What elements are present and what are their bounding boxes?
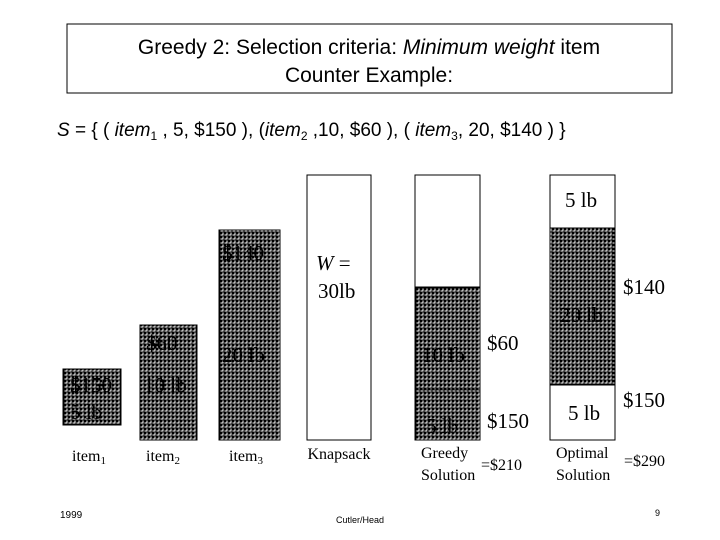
weight: 5 lb — [565, 188, 597, 212]
item-box — [139, 324, 198, 441]
title-box — [66, 23, 673, 94]
item-label: item1 — [72, 448, 106, 467]
solution-label: Solution — [421, 467, 475, 484]
weight: 20 lb — [560, 303, 603, 327]
knapsack-label: Knapsack — [307, 446, 370, 463]
greedy-item — [414, 389, 481, 441]
footer-year: 1999 — [60, 510, 83, 521]
item-label: item3 — [229, 448, 263, 467]
weight: 5 lb — [70, 400, 102, 424]
optimal-item — [549, 174, 616, 229]
weight: 5 lb — [426, 414, 458, 438]
capacity: W = — [316, 251, 351, 275]
set-line: S = { ( item1 , 5, $150 ), (item2 ,10, $… — [57, 120, 566, 143]
price: $140 — [222, 241, 264, 265]
weight: 10 lb — [422, 343, 465, 367]
price: $140 — [623, 275, 665, 299]
item-box — [62, 368, 122, 426]
solution-label: Greedy — [421, 445, 468, 462]
price: $150 — [487, 409, 529, 433]
price: $150 — [70, 373, 112, 397]
weight: 10 lb — [144, 373, 187, 397]
weight: 20 lb — [222, 343, 265, 367]
solution-total: =$210 — [481, 457, 522, 474]
knapsack-box — [306, 174, 372, 441]
price: $60 — [487, 331, 519, 355]
title: Greedy 2: Selection criteria: Minimum we… — [138, 36, 600, 59]
footer-author: Cutler/Head — [336, 515, 384, 525]
price: $60 — [146, 331, 178, 355]
optimal-item — [549, 384, 616, 441]
solution-label: Optimal — [556, 445, 609, 462]
items: $150 5 lb item1 $60 10 lb item2 $140 20 … — [62, 174, 665, 484]
subtitle: Counter Example: — [285, 64, 453, 87]
solution-label: Solution — [556, 467, 610, 484]
price: $150 — [623, 388, 665, 412]
page-number: 9 — [655, 508, 660, 518]
weight: 5 lb — [568, 401, 600, 425]
item-label: item2 — [146, 448, 180, 467]
solution-total: =$290 — [624, 453, 665, 470]
capacity: 30lb — [318, 279, 355, 303]
greedy-item — [414, 286, 481, 391]
empty-space — [414, 174, 481, 288]
item-box — [218, 229, 281, 441]
